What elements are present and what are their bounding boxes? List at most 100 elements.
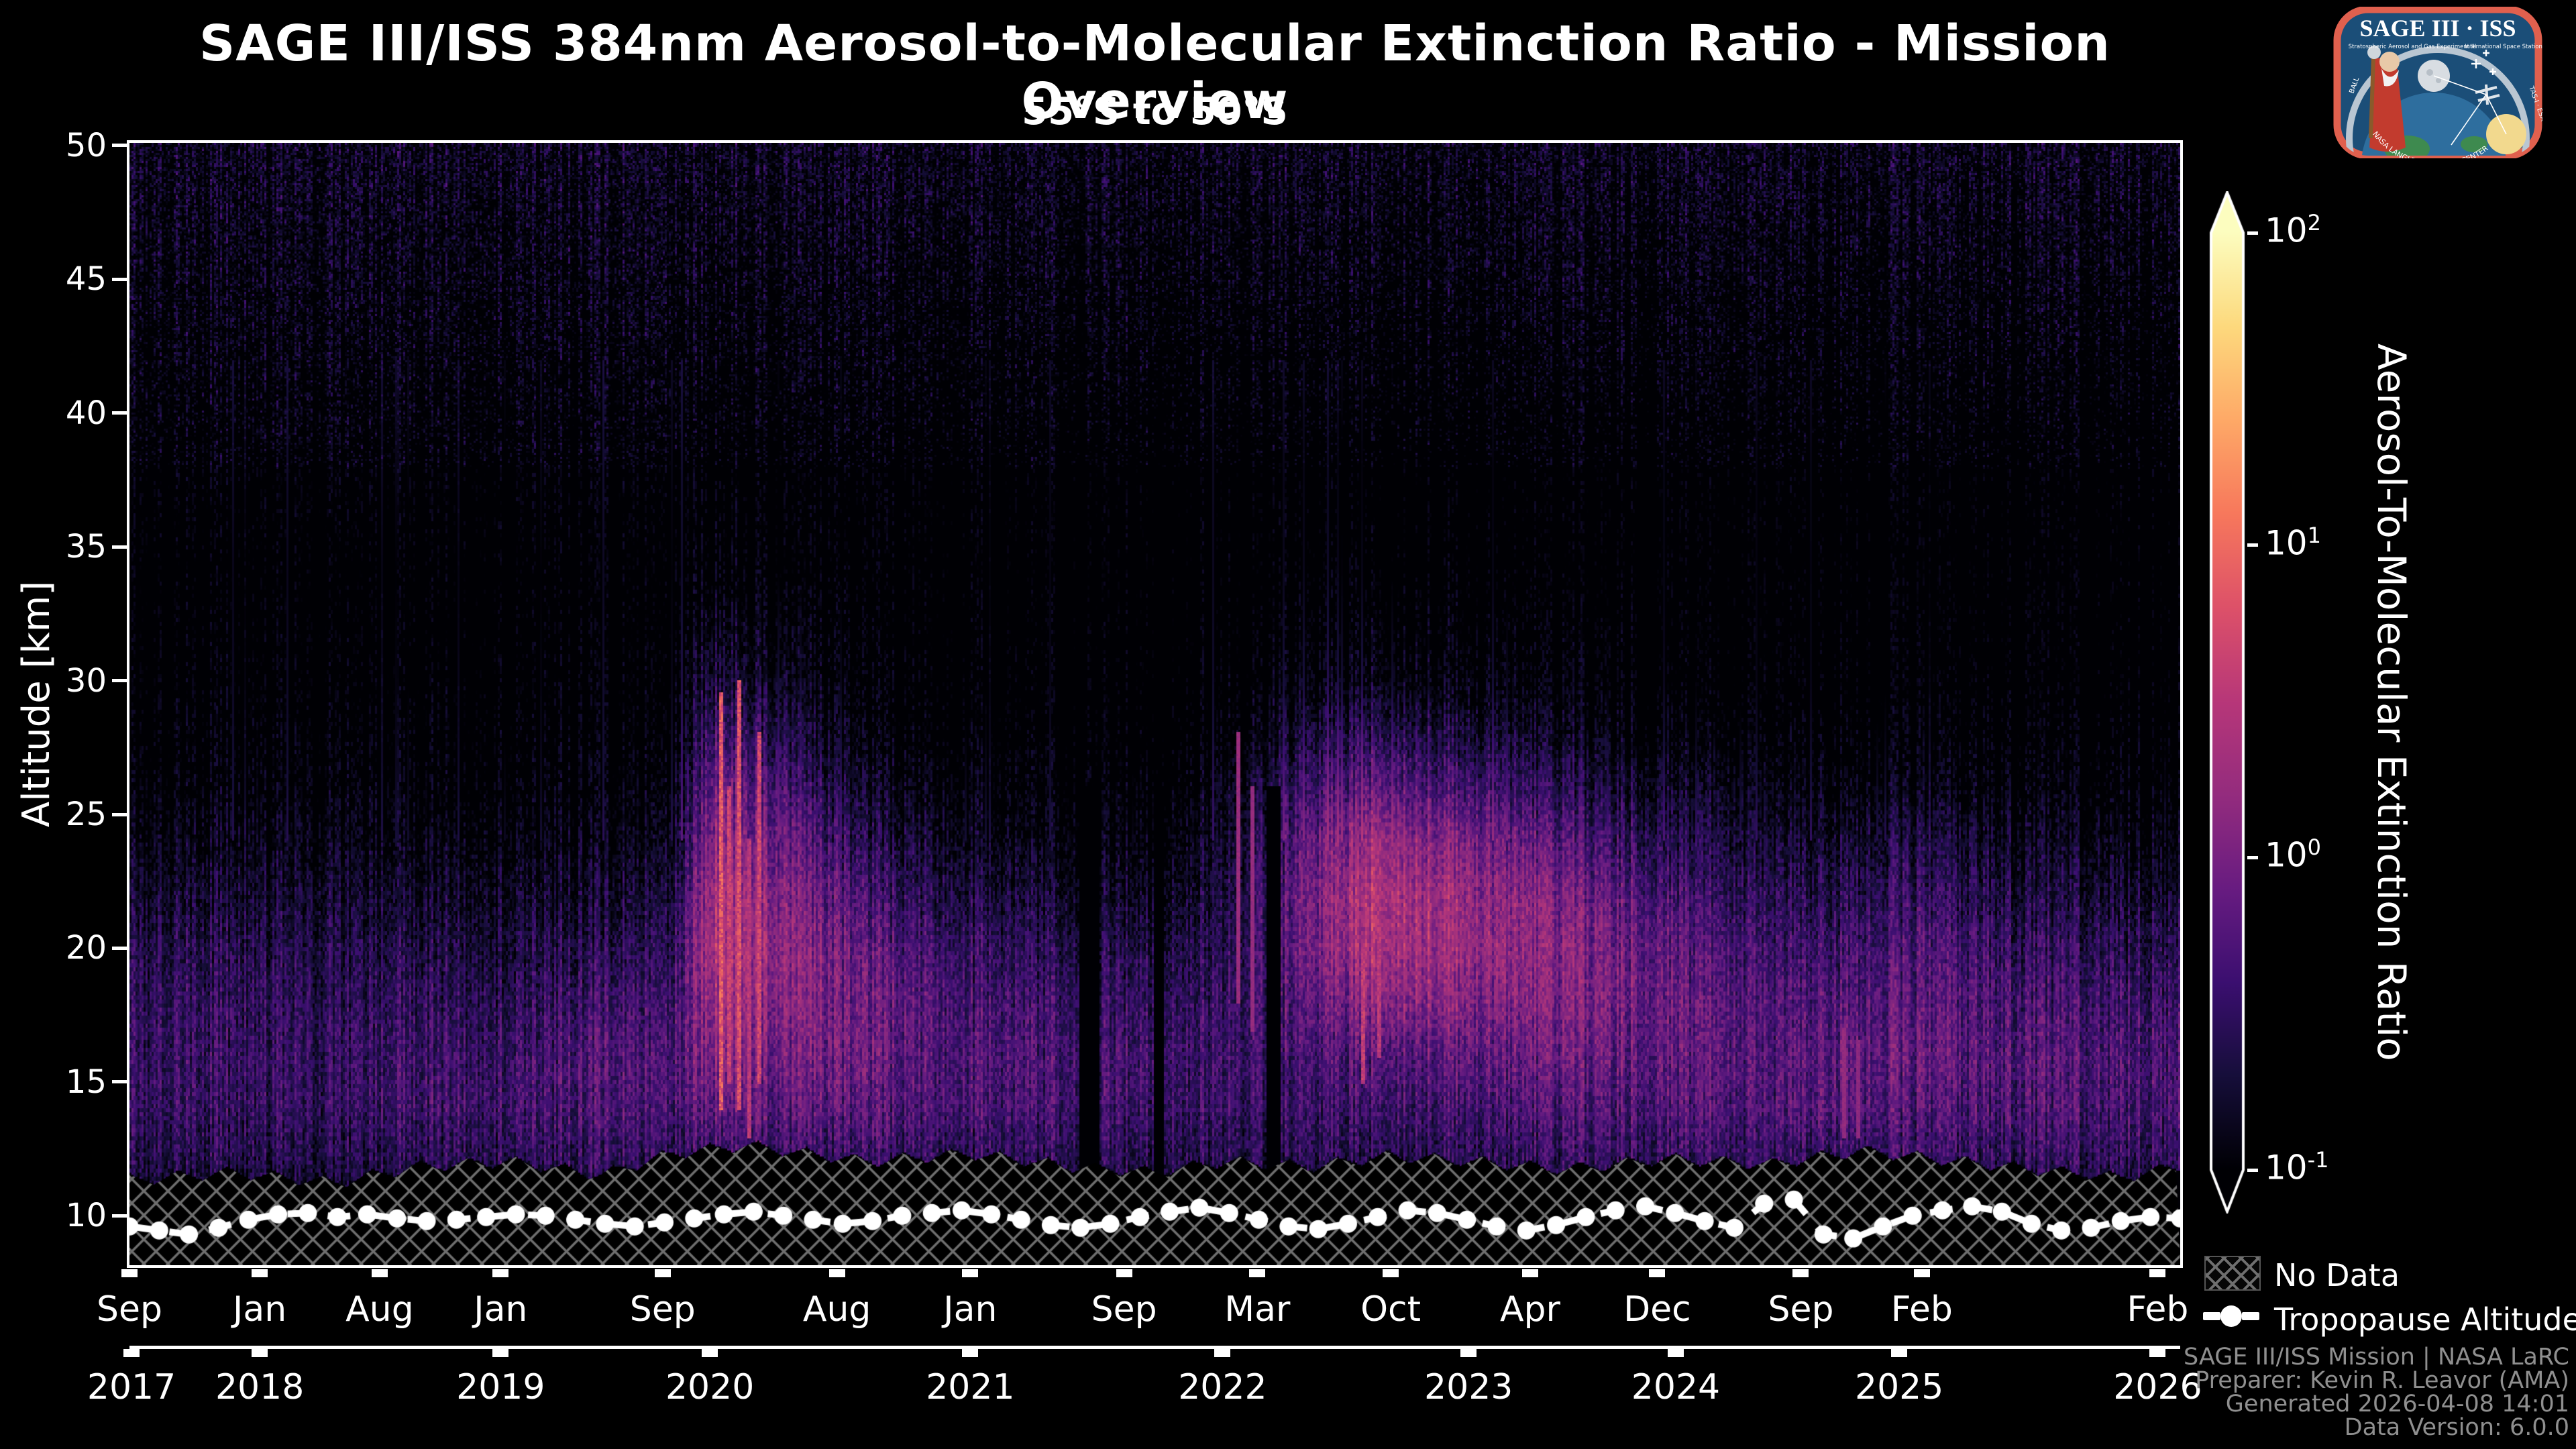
y-tick-label: 50 [65, 126, 107, 164]
y-tick-label: 45 [65, 260, 107, 299]
patch-orbit-ring [2346, 46, 2530, 156]
y-tick-mark [112, 812, 127, 816]
colorbar-tick-label: 100 [2265, 835, 2321, 875]
colorbar-tick-mark [2247, 855, 2258, 859]
year-tick-label: 2021 [926, 1367, 1015, 1407]
colorbar-tick-label: 101 [2265, 522, 2321, 563]
month-tick-label: Feb [1890, 1289, 1953, 1330]
y-tick-label: 35 [65, 528, 107, 566]
patch-stars [2471, 50, 2496, 75]
y-tick-label: 30 [65, 661, 107, 700]
footer-generated: Generated 2026-04-08 14:01 [2225, 1391, 2569, 1417]
month-tick-mark [1521, 1269, 1538, 1277]
patch-subtitle-right: International Space Station [2465, 44, 2542, 50]
colorbar-title: Aerosol-To-Molecular Extinction Ratio [2369, 343, 2414, 1061]
y-tick-mark [112, 679, 127, 683]
year-tick-label: 2023 [1424, 1367, 1513, 1407]
patch-subtitle-left: Stratospheric Aerosol and Gas Experiment… [2349, 44, 2477, 50]
month-tick-label: Sep [629, 1289, 696, 1330]
footer-credits: SAGE III/ISS Mission | NASA LaRC Prepare… [2184, 1346, 2569, 1440]
month-tick-label: Feb [2127, 1289, 2189, 1330]
page-title: SAGE III/ISS 384nm Aerosol-to-Molecular … [199, 15, 2110, 130]
month-tick-mark [654, 1269, 671, 1277]
patch-occultation-lines [2433, 75, 2507, 146]
footer-preparer: Preparer: Kevin R. Leavor (AMA) [2195, 1367, 2569, 1394]
month-tick-mark [828, 1269, 845, 1277]
month-tick-label: Aug [345, 1289, 414, 1330]
month-tick-label: Dec [1623, 1289, 1691, 1330]
year-tick-mark [123, 1349, 140, 1357]
extinction-ratio-heatmap [129, 143, 2180, 1265]
y-tick-label: 25 [65, 796, 107, 833]
colorbar-tick-mark [2247, 543, 2258, 547]
y-tick-mark [112, 411, 127, 415]
y-tick-label: 15 [65, 1063, 107, 1101]
year-tick-mark [1891, 1349, 1908, 1357]
footer-data-version: Data Version: 6.0.0 [2344, 1414, 2569, 1441]
year-tick-mark [492, 1349, 509, 1357]
month-tick-label: Sep [1091, 1289, 1157, 1330]
month-tick-mark [252, 1269, 268, 1277]
page-subtitle: 55°S to 50°S [1022, 90, 1288, 133]
year-tick-mark [1214, 1349, 1231, 1357]
year-tick-mark [702, 1349, 718, 1357]
month-tick-label: Jan [943, 1289, 998, 1330]
patch-wizard [2367, 46, 2406, 152]
month-tick-mark [121, 1269, 138, 1277]
mission-patch-logo: SAGE III · ISS Stratospheric Aerosol and… [2333, 7, 2542, 158]
year-tick-label: 2018 [215, 1367, 305, 1407]
y-tick-mark [112, 277, 127, 281]
no-data-hatch-swatch [2204, 1256, 2261, 1291]
month-tick-mark [1249, 1269, 1266, 1277]
year-axis-line [129, 1346, 2180, 1349]
year-tick-label: 2026 [2113, 1367, 2202, 1407]
year-tick-mark [1667, 1349, 1684, 1357]
legend-tropopause-label: Tropopause Altitude [2274, 1301, 2576, 1338]
year-tick-label: 2022 [1178, 1367, 1267, 1407]
colorbar [2208, 191, 2246, 1214]
month-tick-label: Oct [1360, 1289, 1421, 1330]
month-tick-mark [371, 1269, 388, 1277]
tropopause-marker-swatch [2203, 1305, 2259, 1327]
month-tick-mark [962, 1269, 979, 1277]
month-tick-mark [1792, 1269, 1809, 1277]
month-tick-mark [492, 1269, 509, 1277]
year-tick-label: 2017 [87, 1367, 176, 1407]
month-tick-label: Jan [233, 1289, 287, 1330]
month-tick-label: Jan [474, 1289, 528, 1330]
y-tick-label: 20 [65, 929, 107, 967]
year-tick-mark [1460, 1349, 1477, 1357]
year-tick-mark [2149, 1349, 2166, 1357]
month-tick-label: Sep [96, 1289, 163, 1330]
colorbar-tick-label: 10-1 [2265, 1147, 2329, 1187]
footer-mission: SAGE III/ISS Mission | NASA LaRC [2184, 1344, 2569, 1371]
year-tick-label: 2019 [456, 1367, 545, 1407]
plot-area [127, 140, 2183, 1268]
y-tick-mark [112, 545, 127, 549]
month-tick-mark [1913, 1269, 1930, 1277]
patch-title: SAGE III · ISS [2359, 15, 2516, 42]
month-tick-mark [1649, 1269, 1666, 1277]
month-tick-label: Mar [1224, 1289, 1291, 1330]
month-tick-label: Apr [1499, 1289, 1560, 1330]
year-tick-label: 2020 [665, 1367, 755, 1407]
month-tick-label: Sep [1768, 1289, 1834, 1330]
legend-no-data-label: No Data [2274, 1257, 2400, 1293]
month-tick-mark [1383, 1269, 1399, 1277]
colorbar-tick-label: 102 [2265, 210, 2321, 250]
month-tick-mark [1116, 1269, 1132, 1277]
year-tick-label: 2024 [1631, 1367, 1721, 1407]
year-tick-mark [962, 1349, 979, 1357]
colorbar-tick-mark [2247, 231, 2258, 235]
y-tick-label: 10 [65, 1197, 107, 1235]
month-tick-label: Aug [802, 1289, 871, 1330]
y-tick-mark [112, 1214, 127, 1218]
month-tick-mark [2149, 1269, 2166, 1277]
year-tick-mark [252, 1349, 268, 1357]
y-tick-label: 40 [65, 394, 107, 432]
year-tick-label: 2025 [1855, 1367, 1944, 1407]
y-tick-mark [112, 946, 127, 950]
colorbar-tick-mark [2247, 1168, 2258, 1172]
y-tick-mark [112, 1080, 127, 1084]
y-tick-mark [112, 144, 127, 148]
